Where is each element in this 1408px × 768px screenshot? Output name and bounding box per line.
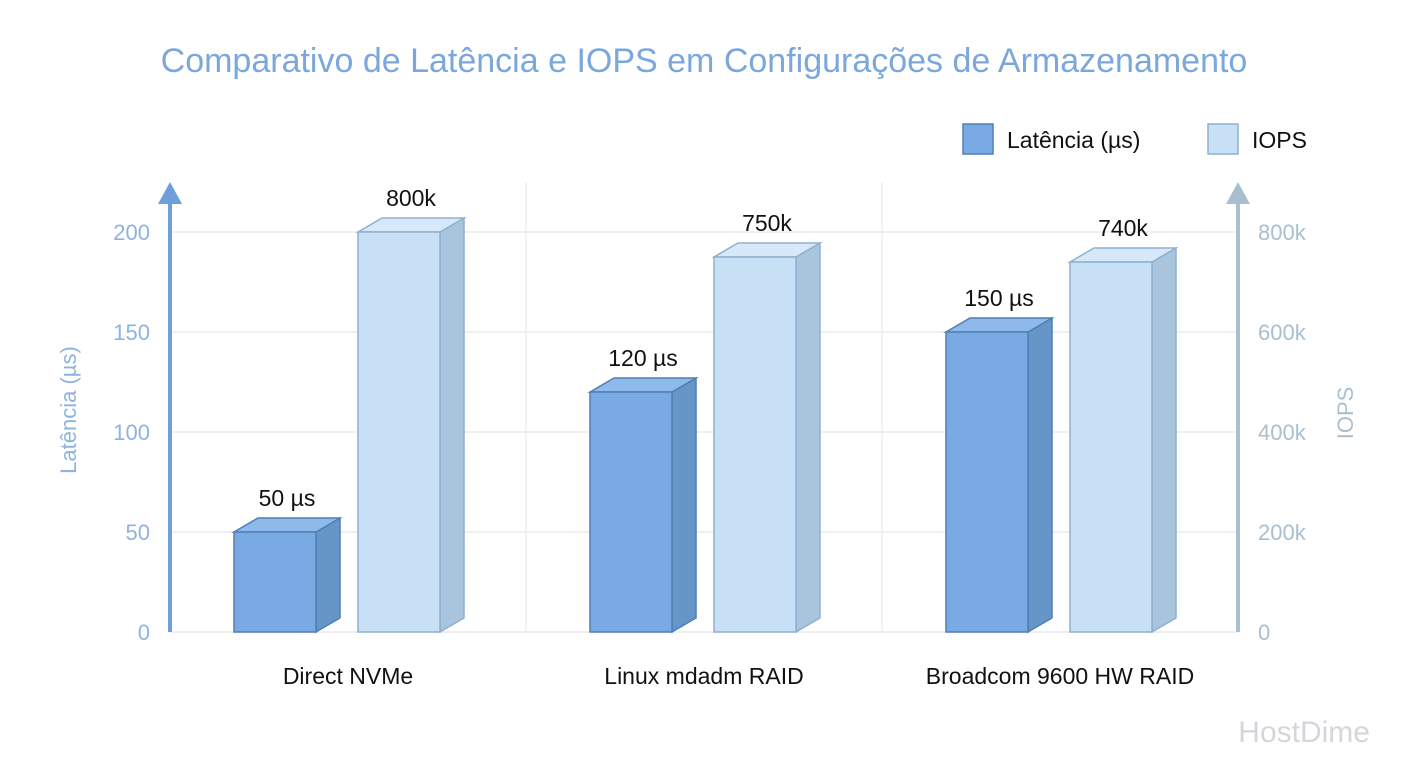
data-label-latency: 50 µs [259, 485, 316, 511]
watermark: HostDime [1238, 716, 1370, 749]
y-tick-right: 200k [1258, 520, 1307, 545]
y-tick-right: 800k [1258, 220, 1307, 245]
y-tick-left: 50 [126, 520, 150, 545]
bar-latency-side [671, 376, 697, 634]
data-label-latency: 120 µs [608, 345, 678, 371]
legend-swatch [962, 123, 994, 155]
y-axis-left-label: Latência (µs) [56, 346, 81, 474]
y-tick-right: 0 [1258, 620, 1270, 645]
data-label-iops: 800k [386, 185, 436, 211]
x-tick-label: Broadcom 9600 HW RAID [926, 663, 1194, 689]
y-axis-right-arrow [1226, 182, 1250, 204]
bar-iops-front [713, 256, 797, 633]
bar-latency-side [315, 516, 341, 634]
data-label-iops: 740k [1098, 215, 1148, 241]
bar-latency-front [589, 391, 673, 633]
data-label-iops: 750k [742, 210, 792, 236]
x-tick-label: Linux mdadm RAID [604, 663, 803, 689]
bar-latency [943, 316, 1055, 634]
bar-iops [711, 241, 823, 634]
y-tick-left: 200 [113, 220, 150, 245]
bar-iops [1067, 246, 1179, 634]
bar-latency-side [1027, 316, 1053, 634]
axes: 0 0 50 200k 100 400k 150 600k 200 800k Direct NVMe… [113, 182, 1307, 689]
bar-iops-front [1069, 261, 1153, 633]
legend-label: IOPS [1252, 127, 1307, 153]
legend: Latência (µs) IOPS [962, 123, 1307, 155]
bar-iops-side [1151, 246, 1177, 634]
bars: 50 µs 800k 120 µs 750k 150 µs 740k [231, 185, 1179, 634]
y-axis-left-arrow [158, 182, 182, 204]
chart-title: Comparativo de Latência e IOPS em Config… [161, 42, 1248, 80]
y-tick-right: 600k [1258, 320, 1307, 345]
bar-latency-front [233, 531, 317, 633]
y-axis-right-label: IOPS [1333, 387, 1358, 440]
bar-iops-side [439, 216, 465, 634]
y-tick-left: 150 [113, 320, 150, 345]
y-tick-right: 400k [1258, 420, 1307, 445]
data-label-latency: 150 µs [964, 285, 1034, 311]
legend-swatch [1207, 123, 1239, 155]
y-tick-left: 100 [113, 420, 150, 445]
bar-latency [587, 376, 699, 634]
bar-latency-front [945, 331, 1029, 633]
y-tick-left: 0 [138, 620, 150, 645]
bar-iops-side [795, 241, 821, 634]
x-tick-label: Direct NVMe [283, 663, 413, 689]
legend-label: Latência (µs) [1007, 127, 1140, 153]
grid [170, 182, 1238, 633]
bar-iops [355, 216, 467, 634]
bar-latency [231, 516, 343, 634]
bar-iops-front [357, 231, 441, 633]
